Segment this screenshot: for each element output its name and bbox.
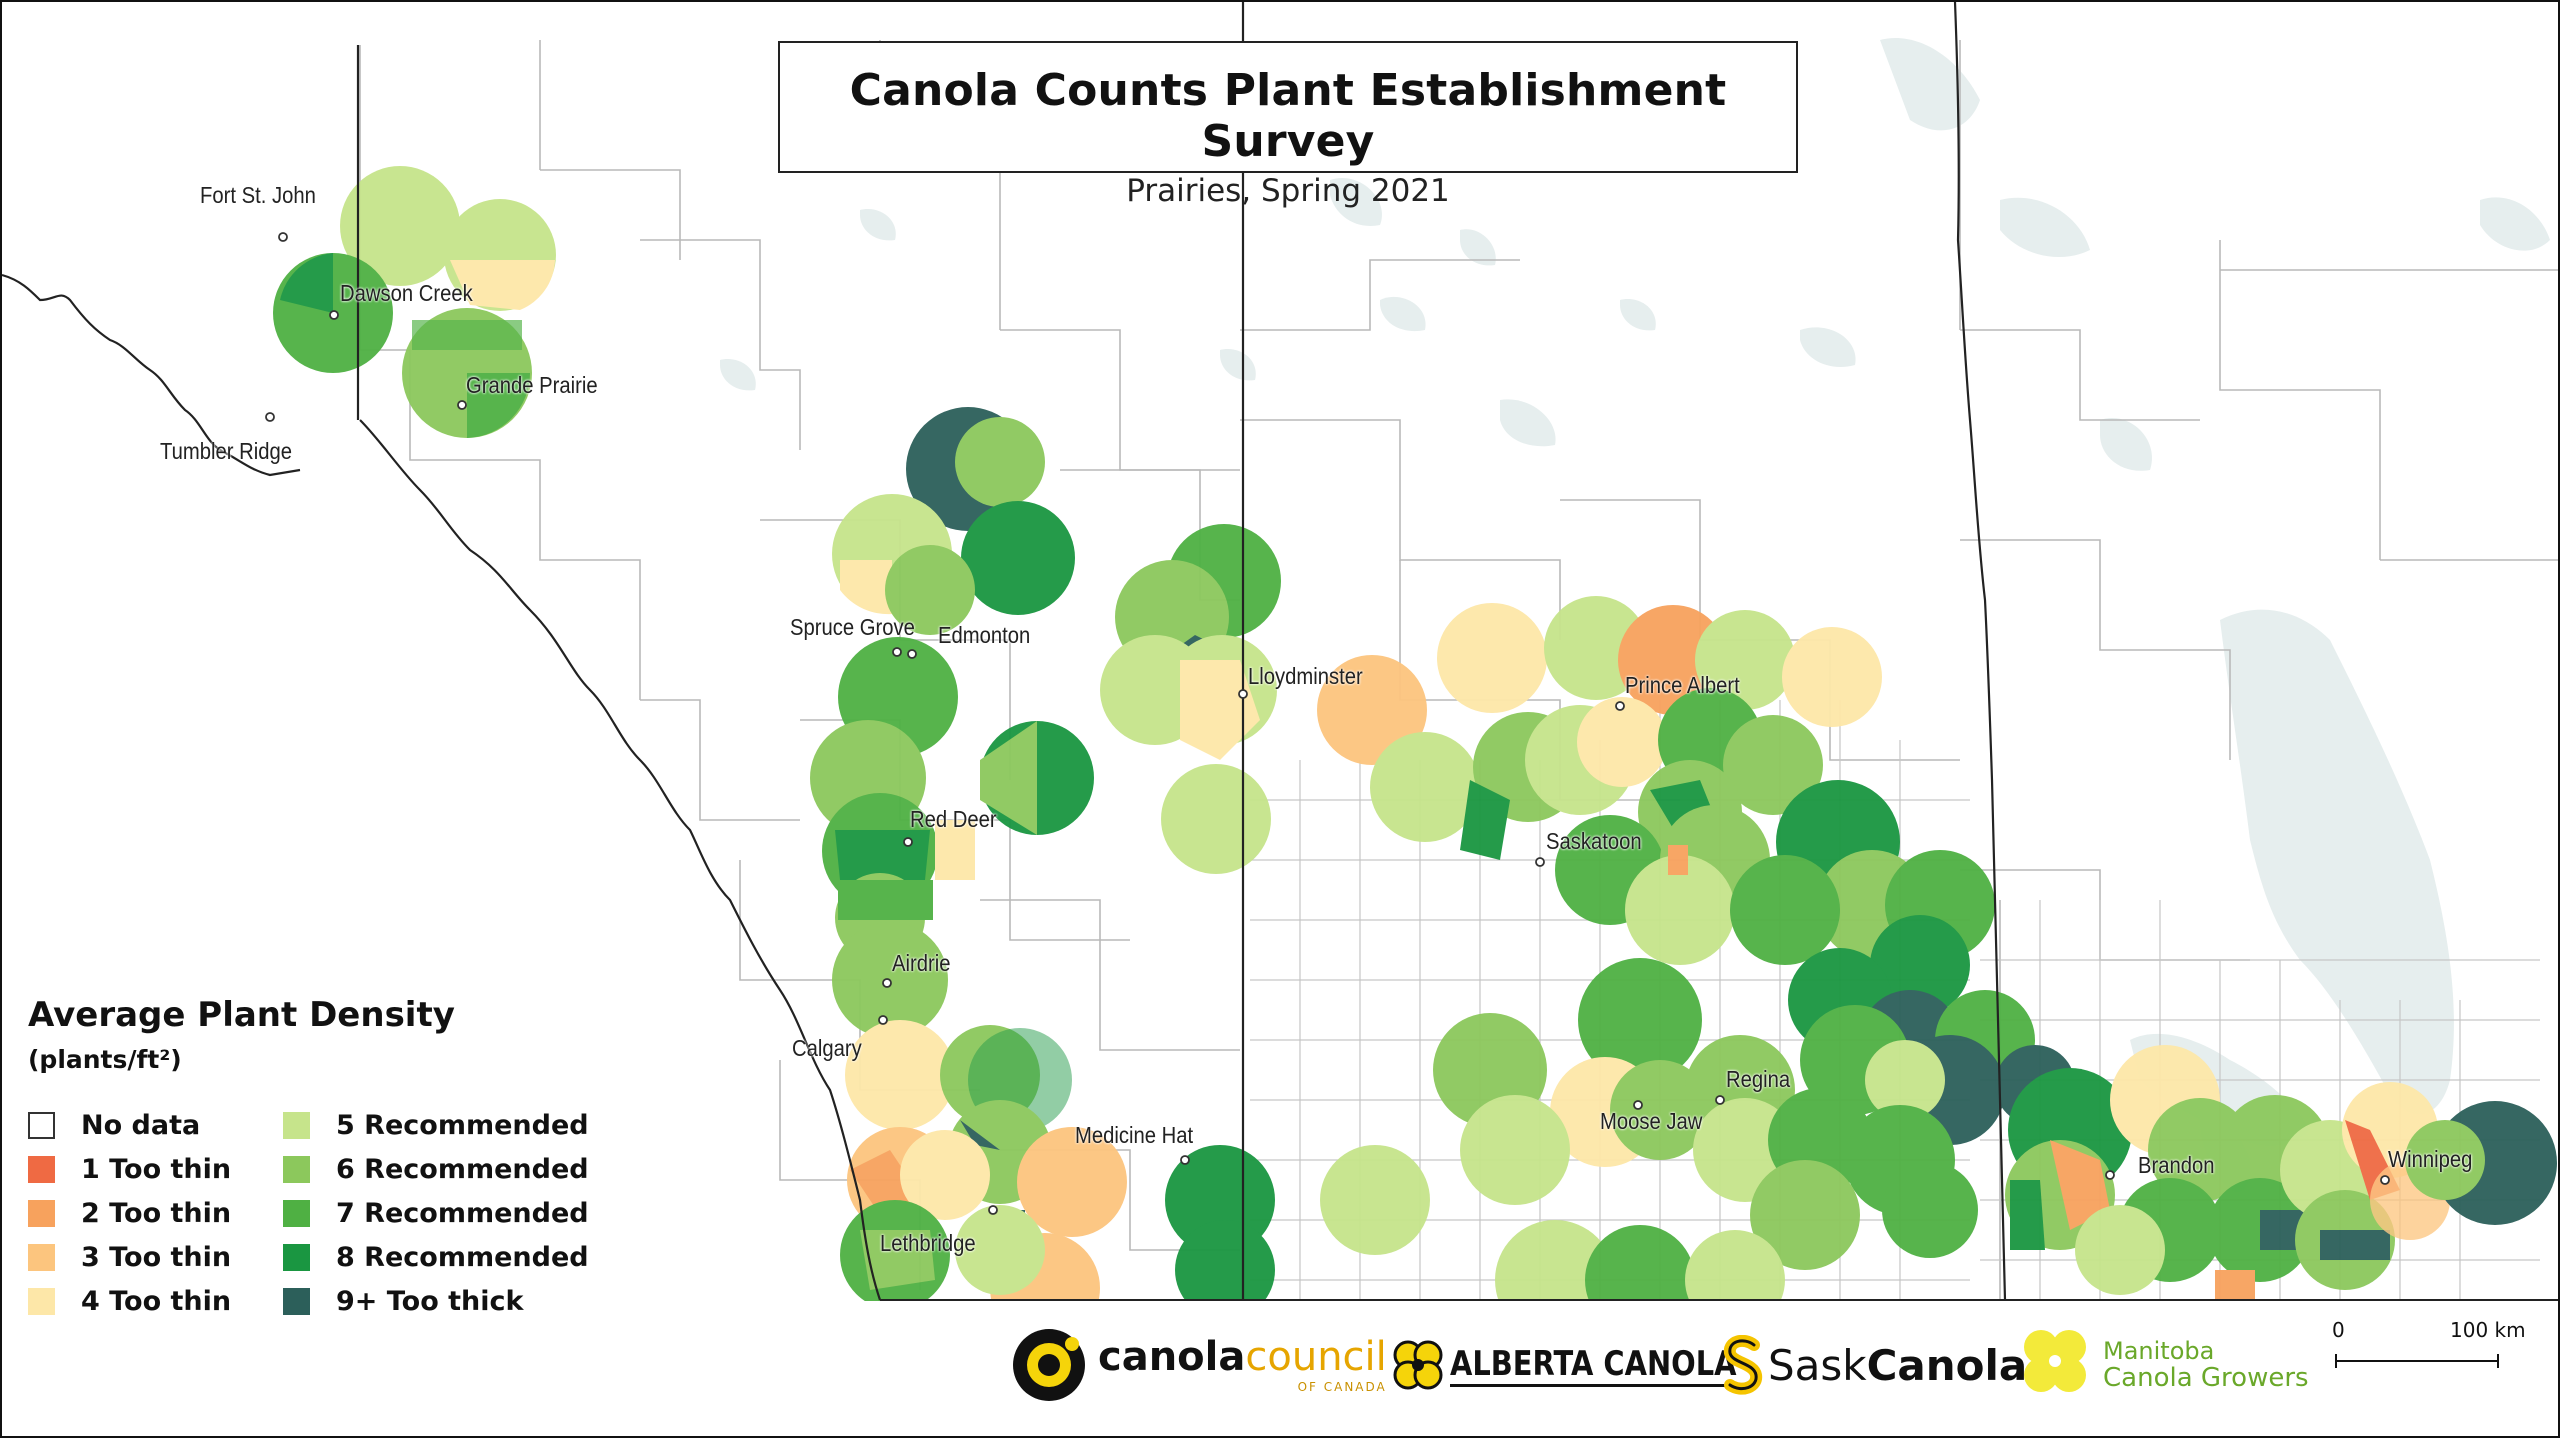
map-bottom-strip bbox=[2, 1301, 2556, 1436]
density-circles bbox=[273, 166, 2557, 1343]
scale-start-label: 0 bbox=[2332, 1318, 2345, 1342]
legend-item: 2 Too thin bbox=[28, 1191, 231, 1235]
ccc-wordmark-accent: council bbox=[1245, 1334, 1387, 1380]
legend-title: Average Plant Density bbox=[28, 995, 455, 1035]
legend-item: 3 Too thin bbox=[28, 1235, 231, 1279]
legend-swatch bbox=[28, 1111, 55, 1139]
canola-council-icon bbox=[1013, 1329, 1085, 1401]
legend-label: 9+ Too thick bbox=[336, 1285, 524, 1317]
place-label: Winnipeg bbox=[2388, 1146, 2473, 1172]
place-label: Red Deer bbox=[910, 806, 997, 832]
ccc-wordmark-sub: OF CANADA bbox=[1297, 1380, 1387, 1394]
legend-label: 7 Recommended bbox=[336, 1197, 589, 1229]
saskcanola-logo: Sask Canola bbox=[1720, 1320, 2027, 1410]
legend-label: 5 Recommended bbox=[336, 1109, 589, 1141]
sponsor-logos: canolacouncil OF CANADA ALBERTA CANOLA S… bbox=[1010, 1320, 2340, 1420]
legend-item: No data bbox=[28, 1103, 231, 1147]
place-label: Moose Jaw bbox=[1600, 1108, 1703, 1134]
saskcanola-wordmark-sask: Sask bbox=[1768, 1340, 1867, 1390]
saskcanola-wordmark-canola: Canola bbox=[1866, 1340, 2028, 1390]
manitoba-canola-growers-icon bbox=[2024, 1330, 2086, 1392]
saskcanola-icon bbox=[1723, 1335, 1763, 1395]
legend-swatch bbox=[283, 1199, 310, 1227]
legend-unit: (plants/ft²) bbox=[28, 1045, 182, 1074]
place-label: Prince Albert bbox=[1625, 672, 1740, 698]
legend-swatch bbox=[28, 1199, 55, 1227]
map-subtitle: Prairies, Spring 2021 bbox=[1126, 173, 1450, 209]
legend-column: No data 1 Too thin 2 Too thin 3 Too thin… bbox=[28, 1103, 231, 1323]
alberta-canola-logo: ALBERTA CANOLA bbox=[1390, 1320, 1787, 1410]
legend-label: 1 Too thin bbox=[81, 1153, 232, 1185]
legend-label: 6 Recommended bbox=[336, 1153, 589, 1185]
legend-swatch bbox=[28, 1155, 55, 1183]
scale-bar-line bbox=[2335, 1354, 2499, 1368]
legend-item: 9+ Too thick bbox=[283, 1279, 589, 1323]
place-label: Lloydminster bbox=[1248, 663, 1363, 689]
legend-item: 6 Recommended bbox=[283, 1147, 589, 1191]
map-title: Canola Counts Plant Establishment Survey bbox=[849, 65, 1727, 167]
mcg-line1: Manitoba bbox=[2103, 1336, 2215, 1365]
legend-item: 1 Too thin bbox=[28, 1147, 231, 1191]
place-label: Saskatoon bbox=[1546, 828, 1642, 854]
place-label: Spruce Grove bbox=[790, 614, 915, 640]
place-label: Dawson Creek bbox=[340, 280, 473, 306]
legend-swatch bbox=[283, 1287, 310, 1315]
mcg-line2: Canola Growers bbox=[2103, 1362, 2309, 1393]
legend-swatch bbox=[283, 1155, 310, 1183]
place-label: Lethbridge bbox=[880, 1230, 976, 1256]
provincial-borders bbox=[1, 1, 2560, 1301]
legend-item: 8 Recommended bbox=[283, 1235, 589, 1279]
place-label: Edmonton bbox=[938, 622, 1031, 648]
place-label: Regina bbox=[1726, 1066, 1791, 1092]
legend-column: 5 Recommended 6 Recommended 7 Recommende… bbox=[283, 1103, 589, 1323]
legend-item: 4 Too thin bbox=[28, 1279, 231, 1323]
place-label: Grande Prairie bbox=[466, 372, 598, 398]
legend: Average Plant Density (plants/ft²) No da… bbox=[28, 995, 628, 1335]
legend-label: No data bbox=[81, 1109, 201, 1141]
legend-label: 3 Too thin bbox=[81, 1241, 232, 1273]
place-label: Fort St. John bbox=[200, 182, 316, 208]
legend-item: 5 Recommended bbox=[283, 1103, 589, 1147]
scale-end-label: 100 km bbox=[2450, 1318, 2526, 1342]
legend-swatch bbox=[283, 1111, 310, 1139]
ccc-wordmark-main: canola bbox=[1098, 1334, 1246, 1380]
manitoba-canola-growers-logo: Manitoba Canola Growers bbox=[2015, 1320, 2309, 1410]
legend-swatch bbox=[28, 1243, 55, 1271]
title-box: Canola Counts Plant Establishment Survey… bbox=[778, 41, 1798, 209]
legend-label: 8 Recommended bbox=[336, 1241, 589, 1273]
canola-council-logo: canolacouncil OF CANADA bbox=[1010, 1320, 1387, 1410]
place-label: Airdrie bbox=[892, 950, 951, 976]
scale-bar: 0 100 km bbox=[2330, 1318, 2530, 1378]
legend-item: 7 Recommended bbox=[283, 1191, 589, 1235]
place-label: Calgary bbox=[792, 1035, 862, 1061]
legend-label: 4 Too thin bbox=[81, 1285, 232, 1317]
place-label: Tumbler Ridge bbox=[160, 438, 292, 464]
legend-swatch bbox=[28, 1287, 55, 1315]
legend-swatch bbox=[283, 1243, 310, 1271]
place-label: Brandon bbox=[2138, 1152, 2215, 1178]
alberta-canola-icon bbox=[1393, 1340, 1443, 1390]
legend-label: 2 Too thin bbox=[81, 1197, 232, 1229]
place-label: Medicine Hat bbox=[1075, 1122, 1194, 1148]
city-markers bbox=[265, 232, 2390, 1215]
alberta-canola-wordmark: ALBERTA CANOLA bbox=[1450, 1344, 1737, 1387]
